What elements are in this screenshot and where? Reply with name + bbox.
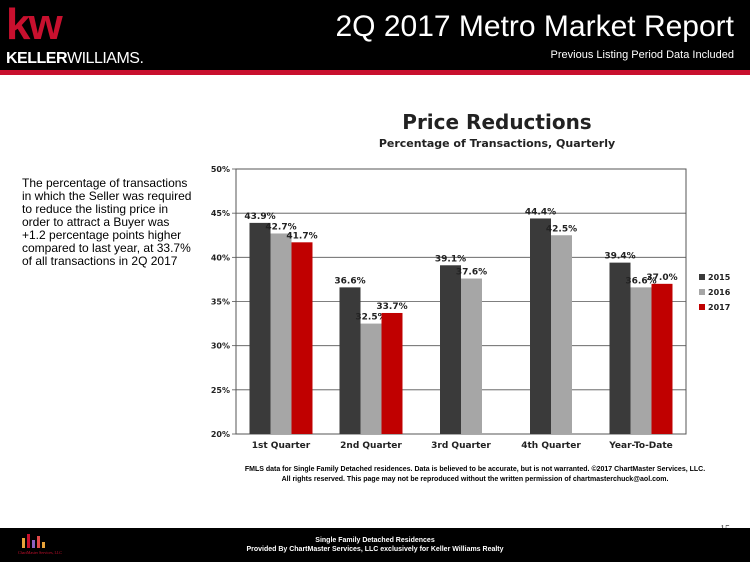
y-tick-label: 50%	[211, 165, 230, 174]
x-tick-label: 2nd Quarter	[340, 441, 402, 451]
bar-2015	[609, 262, 631, 434]
bar-2016	[360, 323, 382, 434]
chart-subtitle: Percentage of Transactions, Quarterly	[378, 137, 616, 150]
bar-2017	[291, 242, 313, 434]
bar-2015	[440, 265, 461, 434]
y-tick-label: 35%	[211, 298, 230, 307]
data-label: 37.6%	[456, 268, 487, 278]
chartmaster-logo-text: ChartMaster Services, LLC	[18, 550, 62, 556]
bar-2015	[530, 218, 551, 434]
bar-2017	[381, 312, 403, 434]
header-bar	[0, 0, 750, 70]
bar-2016	[551, 235, 572, 434]
footer-line-2: Provided By ChartMaster Services, LLC ex…	[246, 546, 504, 553]
bar-2015	[249, 222, 271, 434]
header-accent-bar	[0, 70, 750, 75]
data-label: 42.5%	[546, 224, 577, 234]
x-tick-label: Year-To-Date	[608, 441, 673, 451]
y-tick-label: 40%	[211, 253, 230, 262]
bar-2017	[651, 283, 673, 434]
legend-swatch-2016	[699, 289, 705, 295]
bar-2016	[270, 233, 292, 434]
legend-swatch-2017	[699, 304, 705, 310]
legend-label-2017: 2017	[708, 303, 730, 312]
y-tick-label: 45%	[211, 209, 230, 218]
report-title: 2Q 2017 Metro Market Report	[335, 10, 734, 43]
footnote-line-2: All rights reserved. This page may not b…	[281, 476, 669, 483]
x-tick-label: 1st Quarter	[252, 441, 311, 451]
data-label: 42.7%	[265, 222, 296, 232]
chartmaster-logo: ChartMaster Services, LLC	[18, 534, 62, 556]
bar-2015	[339, 287, 361, 434]
data-label: 33.7%	[376, 302, 407, 312]
footer-bar	[0, 528, 750, 562]
bar-2016	[461, 278, 482, 434]
kw-logo-name-rest: WILLIAMS.	[67, 50, 144, 67]
x-tick-label: 4th Quarter	[521, 441, 581, 451]
legend-label-2015: 2015	[708, 273, 731, 282]
kw-logo-name: KELLERWILLIAMS.	[6, 50, 144, 68]
data-label: 36.6%	[334, 276, 365, 286]
legend-swatch-2015	[699, 274, 705, 280]
footnote-line-1: FMLS data for Single Family Detached res…	[244, 466, 706, 473]
data-label: 39.1%	[435, 254, 466, 264]
y-tick-label: 20%	[211, 430, 230, 439]
data-label: 39.4%	[604, 252, 635, 262]
data-label: 37.0%	[646, 273, 677, 283]
legend-label-2016: 2016	[708, 288, 731, 297]
bar-2016	[630, 287, 652, 434]
data-label: 32.5%	[355, 313, 386, 323]
description-text: The percentage of transactions in which …	[22, 176, 192, 268]
chart-title: Price Reductions	[402, 110, 592, 134]
data-label: 36.6%	[625, 276, 656, 286]
x-tick-label: 3rd Quarter	[431, 441, 491, 451]
data-label: 41.7%	[286, 231, 317, 241]
data-label: 43.9%	[244, 212, 275, 222]
kw-logo-mark: kw	[6, 0, 63, 49]
report-subtitle: Previous Listing Period Data Included	[550, 49, 734, 61]
footer-text: Single Family Detached Residences Provid…	[0, 536, 750, 554]
y-tick-label: 25%	[211, 386, 230, 395]
y-tick-label: 30%	[211, 342, 230, 351]
data-label: 44.4%	[525, 207, 556, 217]
kw-logo-name-bold: KELLER	[6, 50, 68, 67]
footer-line-1: Single Family Detached Residences	[315, 537, 435, 544]
